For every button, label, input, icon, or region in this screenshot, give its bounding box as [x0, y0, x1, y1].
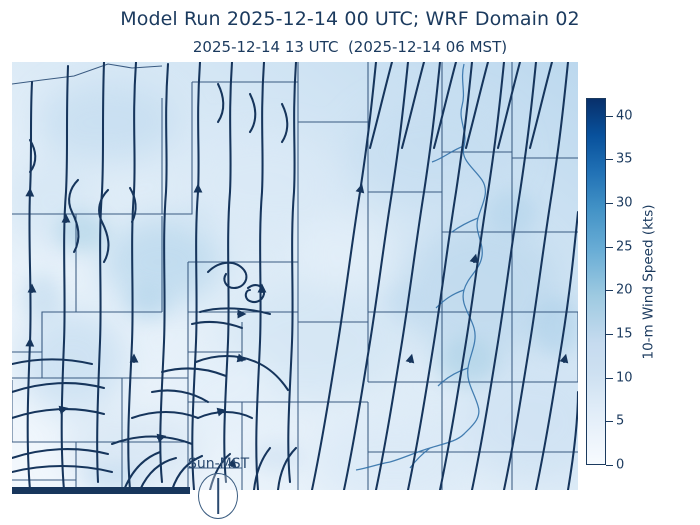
- figure-subtitle: 2025-12-14 13 UTC (2025-12-14 06 MST): [192, 38, 508, 56]
- colorbar-axis-label: 10-m Wind Speed (kts): [638, 98, 658, 465]
- colorbar-tick: [606, 159, 613, 161]
- colorbar-tick: [606, 333, 613, 335]
- colorbar-tick-label: 20: [616, 282, 633, 298]
- colorbar-tick: [606, 465, 613, 466]
- page-title: Model Run 2025-12-14 00 UTC; WRF Domain …: [120, 8, 580, 30]
- colorbar-tick: [606, 421, 613, 423]
- wind-speed-map[interactable]: [12, 62, 578, 490]
- colorbar-tick: [606, 115, 613, 117]
- colorbar-tick-label: 15: [616, 326, 633, 342]
- colorbar-axis-label-text: 10-m Wind Speed (kts): [640, 204, 656, 359]
- colorbar-tick: [606, 377, 613, 379]
- colorbar-tick-label: 40: [616, 108, 633, 124]
- colorbar-tick-label: 10: [616, 370, 633, 386]
- clock-dial-icon[interactable]: [198, 473, 238, 519]
- colorbar-tick: [606, 202, 613, 204]
- colorbar-tick: [606, 246, 613, 248]
- time-label: Sun-MST: [188, 456, 250, 472]
- colorbar-tick-label: 30: [616, 195, 633, 211]
- river-feature: [355, 63, 486, 471]
- colorbar-gradient: [586, 98, 606, 465]
- wind-streamlines: [12, 62, 578, 490]
- colorbar-tick-label: 5: [616, 413, 625, 429]
- map-canvas: [12, 62, 578, 490]
- colorbar-tick-label: 25: [616, 239, 633, 255]
- colorbar-tick-label: 0: [616, 457, 625, 473]
- colorbar-tick: [606, 290, 613, 292]
- colorbar-tick-label: 35: [616, 151, 633, 167]
- county-boundaries: [12, 62, 578, 490]
- timeline-progress-bar[interactable]: [12, 487, 190, 494]
- colorbar[interactable]: 0 5 10 15 20 25 30 35 40: [586, 98, 633, 473]
- windspeed-texture-fine: [22, 190, 578, 490]
